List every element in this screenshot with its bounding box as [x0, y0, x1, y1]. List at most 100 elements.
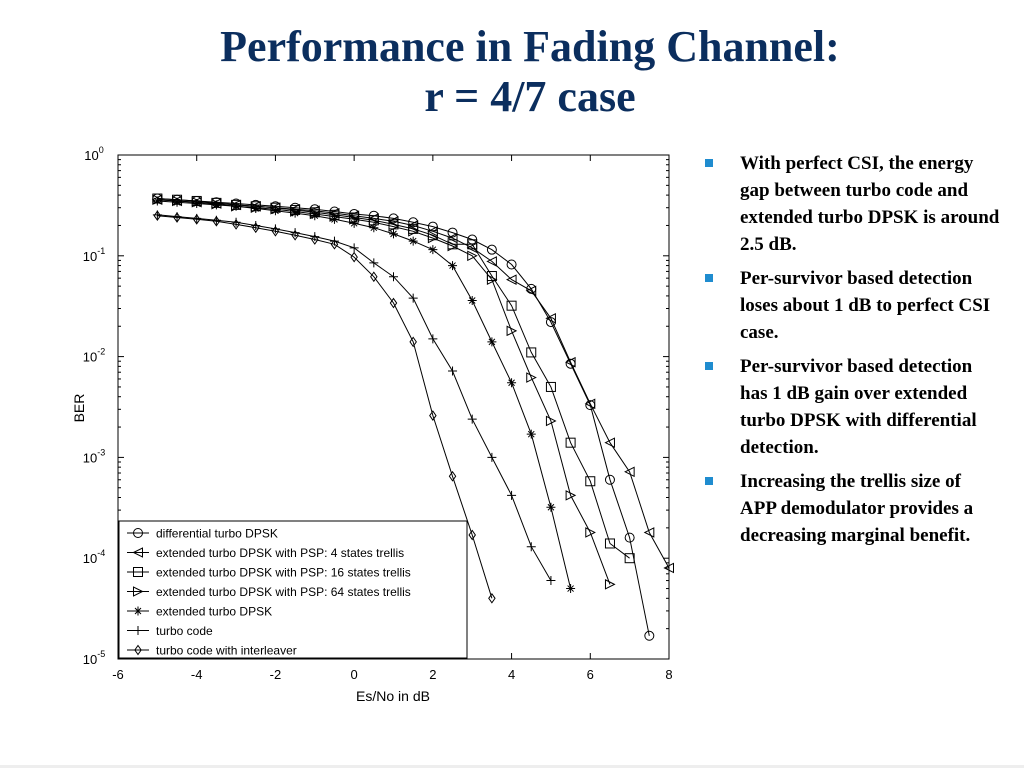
circle-marker: [644, 630, 655, 641]
x-tick-label: 4: [508, 667, 515, 682]
triangle-left-marker: [525, 285, 537, 297]
triangle-right-marker: [604, 579, 616, 590]
slide-title: Performance in Fading Channel: r = 4/7 c…: [0, 22, 1024, 122]
legend-label: extended turbo DPSK with PSP: 16 states …: [156, 566, 411, 580]
plus-marker: [369, 258, 379, 268]
x-tick-labels: -6 -4 -2 0 2 4 6 8: [112, 667, 672, 682]
series-line: [157, 198, 650, 636]
x-tick-label: 0: [351, 667, 358, 682]
square-marker: [545, 381, 556, 392]
legend-label: turbo code with interleaver: [156, 644, 297, 658]
diamond-marker: [350, 251, 358, 263]
bullet-list: With perfect CSI, the energy gap between…: [700, 150, 1000, 556]
triangle-right-marker: [526, 372, 537, 383]
diamond-marker: [409, 336, 417, 348]
diamond-marker: [291, 229, 299, 241]
diamond-marker: [232, 219, 240, 230]
ber-chart: 100 10-1 10-2 10-3 10-4 10-5 -6 -4 -2 0 2 4 6 8 diff…: [71, 145, 674, 704]
plus-marker: [408, 293, 418, 303]
star-marker: [349, 218, 359, 228]
star-marker: [389, 229, 398, 239]
triangle-left-marker: [545, 312, 556, 324]
triangle-right-marker: [447, 240, 459, 252]
triangle-right-marker: [408, 225, 419, 237]
diamond-marker: [370, 271, 378, 283]
triangle-left-marker: [663, 562, 674, 574]
star-marker: [546, 502, 556, 512]
circle-marker: [506, 259, 517, 270]
legend-entry: extended turbo DPSK with PSP: 16 states …: [127, 566, 411, 580]
bullet-item: Per-survivor based detection loses about…: [700, 265, 1000, 346]
bullet-marker: [705, 274, 713, 282]
square-marker: [624, 553, 635, 564]
triangle-right-marker: [565, 490, 577, 501]
title-line-2: r = 4/7 case: [424, 72, 636, 121]
plus-marker: [546, 576, 556, 586]
triangle-left-marker: [643, 527, 655, 538]
star-marker: [310, 211, 320, 221]
diamond-marker: [488, 592, 496, 604]
y-tick-label: 10-5: [83, 649, 105, 667]
title-line-1: Performance in Fading Channel:: [220, 22, 840, 71]
triangle-left-marker: [486, 256, 497, 267]
star-marker: [172, 197, 182, 207]
bullet-text: With perfect CSI, the energy gap between…: [740, 153, 1000, 255]
bullet-item: Increasing the trellis size of APP demod…: [700, 468, 1000, 549]
x-tick-label: -6: [112, 667, 124, 682]
legend-entry: differential turbo DPSK: [127, 527, 278, 541]
bullet-text: Increasing the trellis size of APP demod…: [740, 471, 974, 546]
triangle-right-marker: [388, 221, 400, 232]
x-tick-label: -2: [270, 667, 282, 682]
diamond-marker: [330, 238, 339, 250]
star-marker: [408, 236, 418, 246]
diamond-marker: [192, 213, 201, 225]
bullet-marker: [705, 477, 713, 485]
bullet-marker: [705, 159, 713, 167]
plus-marker: [467, 414, 477, 424]
y-tick-label: 10-2: [83, 347, 105, 365]
x-tick-label: 8: [665, 667, 672, 682]
triangle-right-marker: [467, 250, 478, 262]
series-star: [152, 196, 576, 594]
y-axis-label: BER: [71, 394, 87, 423]
triangle-left-marker: [564, 356, 576, 368]
square-marker: [565, 437, 576, 448]
x-axis-label: Es/No in dB: [356, 688, 430, 704]
circle-marker: [624, 532, 635, 543]
x-tick-label: 2: [429, 667, 436, 682]
star-marker: [507, 378, 517, 388]
star-marker: [152, 196, 162, 206]
star-marker: [231, 201, 241, 211]
bullet-marker: [705, 362, 713, 370]
circle-marker: [133, 528, 143, 538]
star-marker: [329, 214, 339, 224]
triangle-right-marker: [133, 586, 144, 597]
star-marker: [192, 199, 202, 209]
star-marker: [448, 261, 458, 271]
plus-marker: [133, 626, 143, 635]
star-marker: [133, 606, 143, 616]
plus-marker: [487, 452, 497, 462]
legend-entry: extended turbo DPSK with PSP: 4 states t…: [127, 546, 404, 560]
diamond-marker: [251, 222, 260, 234]
diamond-marker: [271, 225, 280, 237]
plus-marker: [448, 366, 458, 376]
triangle-right-marker: [427, 232, 439, 244]
bullet-text: Per-survivor based detection loses about…: [740, 268, 991, 343]
bullet-item: With perfect CSI, the energy gap between…: [700, 150, 1000, 258]
diamond-marker: [134, 644, 142, 656]
star-marker: [270, 206, 280, 216]
triangle-left-marker: [604, 437, 615, 448]
triangle-right-marker: [486, 274, 498, 285]
legend-label: differential turbo DPSK: [156, 527, 278, 541]
bullet-item: Per-survivor based detection has 1 dB ga…: [700, 353, 1000, 461]
legend-label: extended turbo DPSK with PSP: 4 states t…: [156, 546, 404, 560]
square-marker: [604, 538, 615, 549]
diamond-marker: [429, 410, 437, 421]
legend-entry: turbo code: [127, 624, 213, 638]
y-tick-labels: 100 10-1 10-2 10-3 10-4 10-5: [83, 145, 105, 667]
plus-marker: [526, 542, 536, 552]
x-tick-label: -4: [191, 667, 203, 682]
square-marker: [133, 567, 143, 577]
legend-entry: extended turbo DPSK: [127, 605, 272, 619]
